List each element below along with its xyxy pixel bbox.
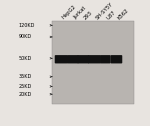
FancyBboxPatch shape <box>77 55 89 63</box>
Text: 20KD: 20KD <box>19 92 32 97</box>
Text: K562: K562 <box>116 7 129 20</box>
FancyBboxPatch shape <box>100 55 111 63</box>
Text: 293: 293 <box>83 10 94 20</box>
Text: 50KD: 50KD <box>19 56 32 61</box>
Text: SH-SY5Y: SH-SY5Y <box>94 1 114 20</box>
Text: 25KD: 25KD <box>19 84 32 89</box>
Text: HepG2: HepG2 <box>61 4 77 20</box>
Text: U87: U87 <box>105 9 116 20</box>
FancyBboxPatch shape <box>67 55 79 63</box>
Text: 120KD: 120KD <box>19 23 35 28</box>
Text: 35KD: 35KD <box>19 74 32 79</box>
FancyBboxPatch shape <box>111 55 122 63</box>
Text: Jurkat: Jurkat <box>73 6 87 20</box>
Bar <box>52 21 134 104</box>
FancyBboxPatch shape <box>88 55 101 63</box>
FancyBboxPatch shape <box>55 55 68 63</box>
Text: 90KD: 90KD <box>19 34 32 39</box>
